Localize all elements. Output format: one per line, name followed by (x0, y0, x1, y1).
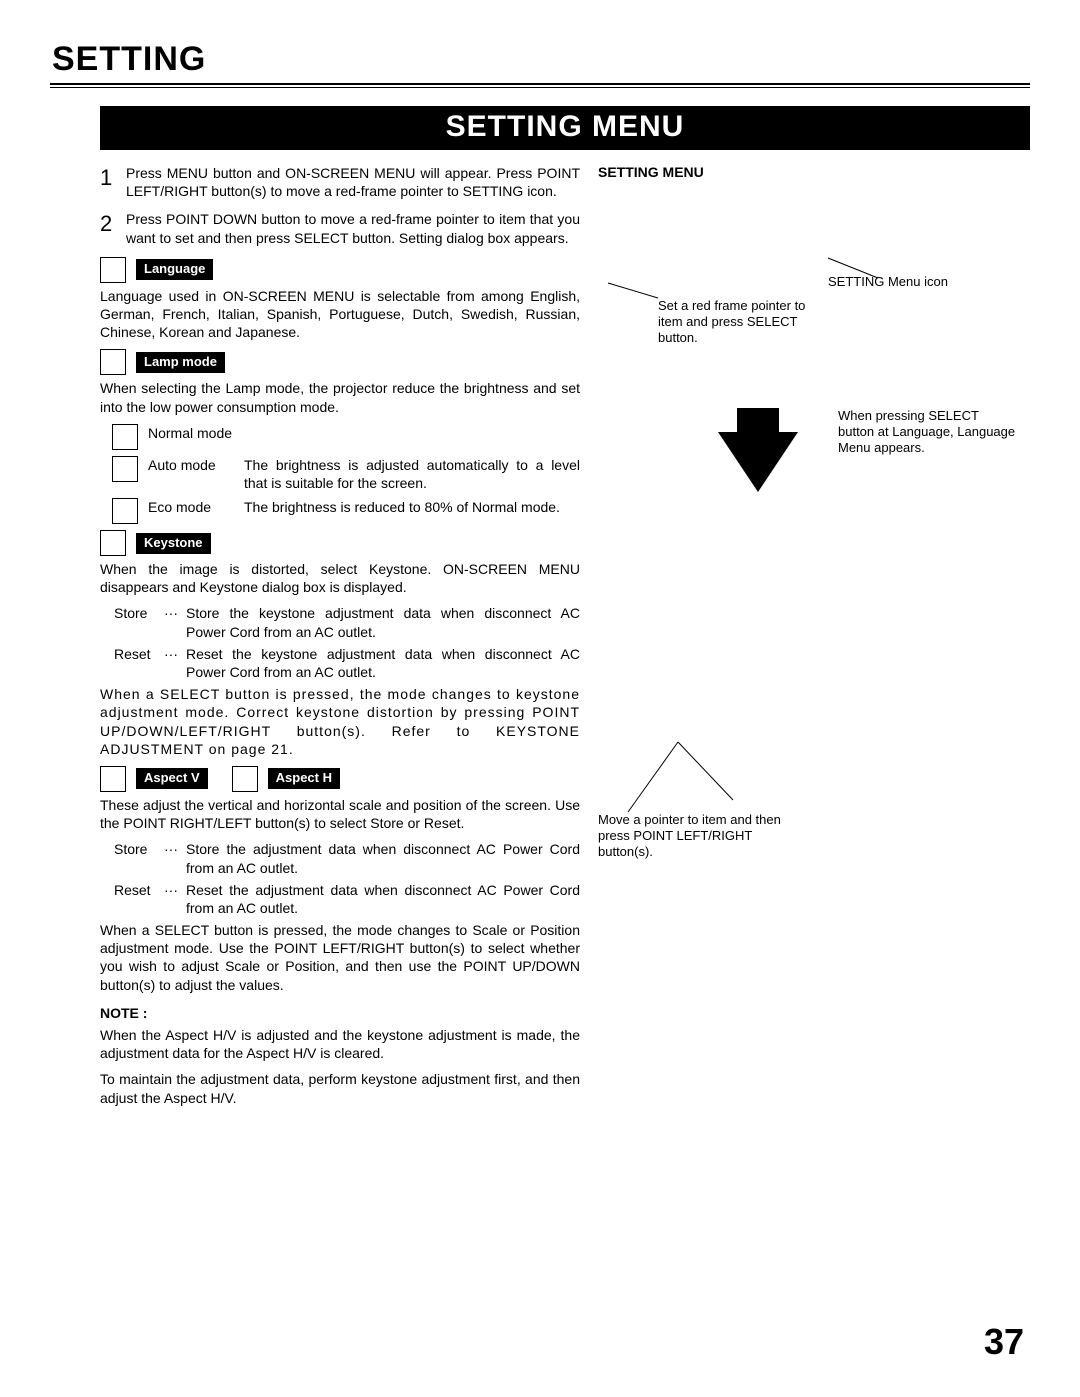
aspect-v-label: Aspect V (136, 768, 208, 789)
def-term: Reset (114, 645, 160, 681)
columns: 1 Press MENU button and ON-SCREEN MENU w… (100, 164, 1030, 1115)
def-sep: ··· (164, 881, 182, 917)
aspect-def-store: Store ··· Store the adjustment data when… (114, 840, 580, 876)
def-term: Reset (114, 881, 160, 917)
def-sep: ··· (164, 840, 182, 876)
arrow-down-icon (718, 408, 798, 492)
language-icon (100, 257, 126, 283)
language-header: Language (100, 257, 580, 283)
lamp-intro: When selecting the Lamp mode, the projec… (100, 379, 580, 415)
note-head: NOTE : (100, 1004, 580, 1022)
step-text: Press POINT DOWN button to move a red-fr… (126, 210, 580, 246)
def-desc: Store the keystone adjustment data when … (186, 604, 580, 640)
step-1: 1 Press MENU button and ON-SCREEN MENU w… (100, 164, 580, 200)
left-column: 1 Press MENU button and ON-SCREEN MENU w… (100, 164, 580, 1115)
aspect-h-icon (232, 766, 258, 792)
mode-name: Auto mode (148, 456, 234, 474)
mode-name: Normal mode (148, 424, 234, 442)
mode-row-auto: Auto mode The brightness is adjusted aut… (112, 456, 580, 492)
note-p2: To maintain the adjustment data, perform… (100, 1070, 580, 1106)
right-head: SETTING MENU (598, 164, 1028, 182)
def-sep: ··· (164, 645, 182, 681)
note-p1: When the Aspect H/V is adjusted and the … (100, 1026, 580, 1062)
def-desc: Store the adjustment data when disconnec… (186, 840, 580, 876)
def-term: Store (114, 604, 160, 640)
icon-label: SETTING Menu icon (828, 274, 948, 290)
rule-thin (50, 87, 1030, 88)
def-sep: ··· (164, 604, 182, 640)
language-text: Language used in ON-SCREEN MENU is selec… (100, 287, 580, 342)
lamp-header: Lamp mode (100, 349, 580, 375)
callout-2: Move a pointer to item and then press PO… (598, 722, 1028, 832)
keystone-header: Keystone (100, 530, 580, 556)
def-term: Store (114, 840, 160, 876)
aspect-intro: These adjust the vertical and horizontal… (100, 796, 580, 832)
step-2: 2 Press POINT DOWN button to move a red-… (100, 210, 580, 246)
keystone-def-reset: Reset ··· Reset the keystone adjustment … (114, 645, 580, 681)
page-number: 37 (984, 1321, 1024, 1363)
keystone-after: When a SELECT button is pressed, the mod… (100, 685, 580, 758)
callout-2-text: Move a pointer to item and then press PO… (598, 812, 798, 861)
mode-desc: The brightness is adjusted automatically… (244, 456, 580, 492)
aspect-v-icon (100, 766, 126, 792)
mode-name: Eco mode (148, 498, 234, 516)
aspect-header: Aspect V Aspect H (100, 766, 580, 792)
page: SETTING SETTING MENU 1 Press MENU button… (0, 0, 1080, 1397)
callout-1-text: Set a red frame pointer to item and pres… (658, 298, 808, 347)
callout-1: Set a red frame pointer to item and pres… (598, 218, 1028, 318)
mode-row-normal: Normal mode (112, 424, 580, 450)
step-number: 2 (100, 210, 126, 246)
banner-title: SETTING MENU (100, 106, 1030, 150)
mode-row-eco: Eco mode The brightness is reduced to 80… (112, 498, 580, 524)
aspect-h-label: Aspect H (268, 768, 340, 789)
lamp-label: Lamp mode (136, 352, 225, 373)
auto-mode-icon (112, 456, 138, 482)
rule-thick (50, 83, 1030, 85)
keystone-intro: When the image is distorted, select Keys… (100, 560, 580, 596)
keystone-label: Keystone (136, 533, 211, 554)
language-label: Language (136, 259, 213, 280)
def-desc: Reset the keystone adjustment data when … (186, 645, 580, 681)
step-text: Press MENU button and ON-SCREEN MENU wil… (126, 164, 580, 200)
page-title: SETTING (52, 40, 1030, 79)
def-desc: Reset the adjustment data when disconnec… (186, 881, 580, 917)
normal-mode-icon (112, 424, 138, 450)
eco-mode-icon (112, 498, 138, 524)
aspect-after: When a SELECT button is pressed, the mod… (100, 921, 580, 994)
right-column: SETTING MENU Set a red frame pointer to … (598, 164, 1028, 1115)
aspect-def-reset: Reset ··· Reset the adjustment data when… (114, 881, 580, 917)
keystone-def-store: Store ··· Store the keystone adjustment … (114, 604, 580, 640)
lamp-icon (100, 349, 126, 375)
arrow-text: When pressing SELECT button at Language,… (838, 408, 1018, 457)
step-number: 1 (100, 164, 126, 200)
arrow-block: When pressing SELECT button at Language,… (718, 408, 1028, 492)
keystone-icon (100, 530, 126, 556)
mode-desc: The brightness is reduced to 80% of Norm… (244, 498, 580, 516)
